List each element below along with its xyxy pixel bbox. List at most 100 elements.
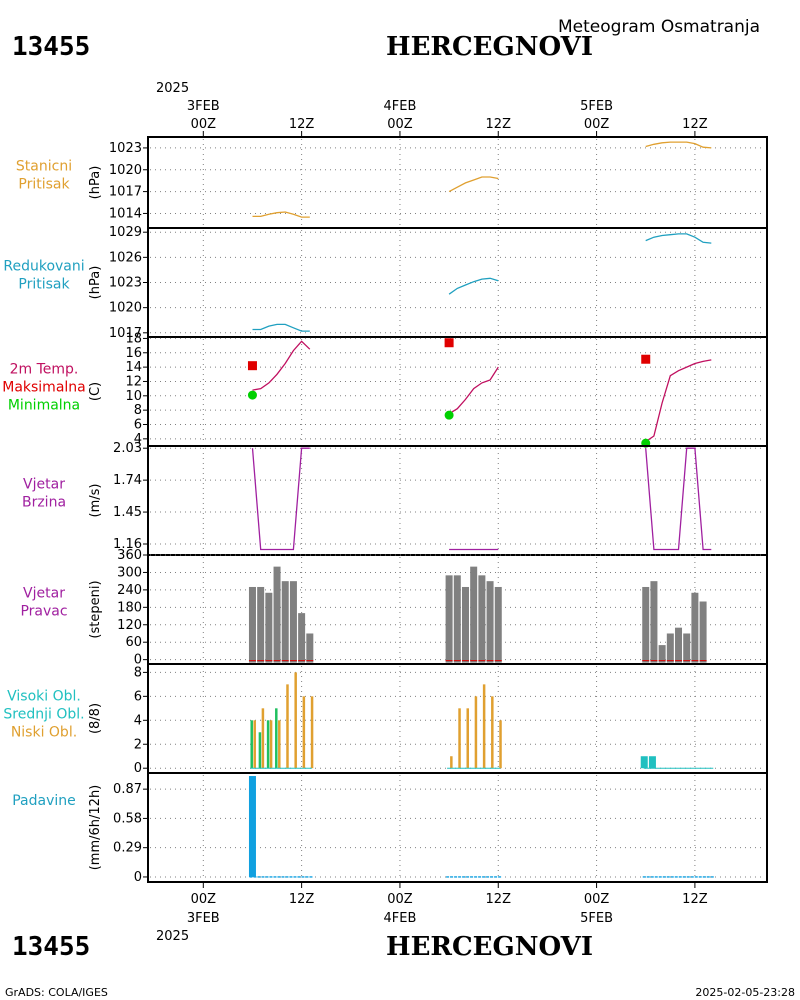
low-cloud-bar [458,708,461,769]
y-tick-label: 10 [125,389,142,404]
row-label: Vjetar [23,586,65,602]
y-tick-label: 0.87 [113,782,142,797]
low-cloud-bar [269,720,273,769]
date-label-top: 4FEB [383,99,416,114]
direction-bar [650,581,658,663]
y-tick-label: 300 [117,565,142,580]
y-tick-label: 8 [134,665,142,680]
header-station-id: 13455 [12,32,90,62]
low-cloud-bar [294,672,297,769]
y-tick-label: 8 [134,403,142,418]
row-label: Pritisak [18,177,70,193]
y-tick-label: 120 [117,618,142,633]
y-tick-label: 1029 [109,225,142,240]
y-tick-label: 12 [125,374,142,389]
y-tick-label: 1020 [109,301,142,316]
software-credit: GrADS: COLA/IGES [5,986,108,999]
direction-bar [666,633,674,663]
low-cloud-bar [310,696,314,769]
time-label-top: 12Z [289,117,315,132]
row-label: Srednji Obl. [3,707,84,723]
y-tick-label: 1.45 [113,505,142,520]
low-cloud-bar [499,720,502,769]
low-cloud-bar [482,684,486,769]
y-tick-label: 18 [125,331,142,346]
direction-bar [494,586,502,663]
bottom-year-label: 2025 [156,929,189,944]
direction-bar [445,575,453,663]
mid-cloud-bar [258,732,262,769]
series-line [448,277,499,295]
date-label-bottom: 4FEB [383,911,416,926]
panel-6: 0 2 4 6 8 (8/8) Visoki Obl. Srednji Obl. Niski O… [3,663,768,776]
precip-bar [248,776,256,877]
time-label-top: 00Z [584,117,610,132]
y-tick-label: 180 [117,600,142,615]
time-label-top: 12Z [682,117,708,132]
date-label-top: 3FEB [187,99,220,114]
min-temp-marker [247,390,257,400]
row-label: 2m Temp. [10,362,79,378]
time-label-bottom: 00Z [191,892,217,907]
time-label-bottom: 12Z [289,892,315,907]
low-cloud-bar [474,696,478,769]
low-cloud-bar [466,708,469,769]
low-cloud-bar [278,720,281,769]
low-cloud-bar [286,684,289,769]
row-label: Padavine [12,793,76,809]
footer-station-id: 13455 [12,932,90,962]
y-tick-label: 1.74 [113,473,142,488]
direction-bar [642,586,650,663]
low-cloud-bar [302,696,306,769]
row-label: Stanicni [16,159,72,175]
panel-5: 0 60 120 180 240 300 360 (stepeni) Vjetar Pravac [20,548,768,668]
row-label: Pritisak [18,277,70,293]
y-tick-label: 6 [134,689,142,704]
direction-bar [248,586,256,663]
y-axis-label: (hPa) [88,266,103,300]
y-tick-label: 360 [117,548,142,563]
top-year-label: 2025 [156,81,189,96]
y-tick-label: 240 [117,583,142,598]
y-tick-label: 60 [125,635,142,650]
panel-frame [147,663,768,774]
y-axis-label: (mm/6h/12h) [88,785,103,871]
panel-frame [147,445,768,556]
direction-bar [486,581,494,663]
y-tick-label: 4 [134,713,142,728]
time-label-top: 00Z [191,117,217,132]
y-tick-label: 14 [125,360,142,375]
time-label-top: 12Z [486,117,512,132]
y-tick-label: 1.16 [113,537,142,552]
direction-bar [461,586,469,663]
direction-bar [298,613,306,663]
series-line [448,176,499,193]
y-tick-label: 0 [134,870,142,885]
time-label-top: 00Z [387,117,413,132]
direction-bar [306,633,314,663]
y-axis-label: (stepeni) [88,580,103,638]
y-tick-label: 2 [134,737,142,752]
row-label: Minimalna [8,398,80,414]
row-label: Vjetar [23,477,65,493]
time-label-bottom: 00Z [387,892,413,907]
y-tick-label: 6 [134,417,142,432]
y-tick-label: 0 [134,761,142,776]
series-line [645,359,712,443]
y-tick-label: 2.03 [113,441,142,456]
direction-bar [257,586,265,663]
direction-bar [470,566,478,663]
y-axis-label: (m/s) [88,484,103,518]
series-line [252,323,310,332]
direction-bar [683,633,691,663]
series-line [252,211,310,218]
panel-4: 1.16 1.45 1.74 2.03 (m/s) Vjetar Brzina [22,441,768,556]
series-line [448,366,499,415]
y-axis-label: (hPa) [88,166,103,200]
y-tick-label: 1017 [109,185,142,200]
row-label: Brzina [22,495,66,511]
panel-frame [147,772,768,883]
direction-bar [281,581,289,663]
